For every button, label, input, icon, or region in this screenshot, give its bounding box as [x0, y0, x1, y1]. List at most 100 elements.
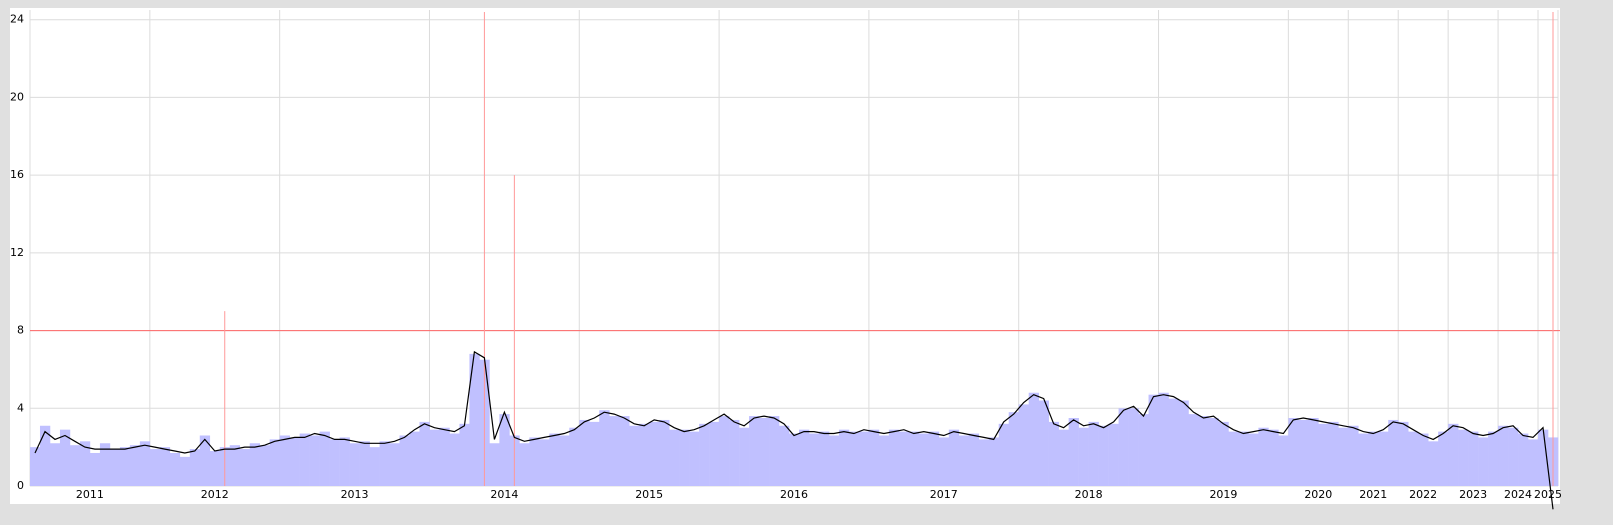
bar	[1098, 425, 1109, 486]
bar	[499, 414, 510, 486]
bar	[689, 431, 700, 486]
moving-average-line	[34, 350, 1554, 510]
bar	[189, 449, 201, 486]
bar	[329, 439, 340, 486]
bar	[1468, 431, 1479, 486]
bar	[928, 431, 940, 486]
bar	[1078, 427, 1089, 486]
bar	[1018, 404, 1029, 486]
bar	[89, 452, 101, 486]
bar	[1458, 429, 1469, 486]
bar	[988, 437, 1000, 486]
bar	[818, 431, 830, 486]
bar	[209, 451, 221, 486]
bar	[619, 416, 630, 486]
bar	[609, 416, 620, 486]
bar	[299, 433, 310, 486]
x-tick-label: 2019	[1209, 488, 1237, 501]
bar	[529, 437, 540, 486]
bar	[1108, 423, 1119, 486]
bar	[1488, 431, 1499, 486]
x-tick-label: 2014	[490, 488, 518, 501]
bar	[838, 429, 850, 486]
bar	[968, 433, 980, 486]
bar	[1058, 429, 1069, 486]
bar	[1358, 433, 1369, 486]
bar	[159, 447, 171, 486]
bar	[759, 418, 770, 486]
bar	[729, 419, 740, 486]
bar	[139, 441, 151, 486]
bar	[30, 447, 41, 486]
bar	[789, 433, 800, 486]
bar	[1538, 429, 1549, 486]
x-tick-label: 2022	[1409, 488, 1437, 501]
bar	[639, 423, 650, 486]
y-tick-label: 12	[10, 246, 24, 259]
y-tick-label: 24	[10, 13, 24, 26]
bar	[1068, 418, 1079, 486]
bar	[888, 429, 900, 486]
bar	[749, 416, 760, 486]
bar	[798, 429, 810, 486]
x-tick-label: 2023	[1459, 488, 1487, 501]
bar	[1278, 435, 1289, 486]
bar	[109, 449, 121, 486]
bar	[559, 435, 570, 486]
bar	[129, 445, 141, 486]
bar	[1248, 433, 1259, 486]
bar	[49, 443, 61, 486]
bar	[1518, 433, 1529, 486]
bar	[629, 425, 640, 486]
bar	[938, 437, 950, 486]
bar	[489, 443, 500, 486]
x-tick-label: 2021	[1359, 488, 1387, 501]
bar	[828, 435, 840, 486]
bar	[699, 423, 710, 486]
y-tick-label: 16	[10, 168, 24, 181]
bar	[669, 429, 680, 486]
bar	[1038, 400, 1049, 486]
bar	[359, 441, 370, 486]
bar	[769, 416, 780, 486]
bar	[419, 421, 430, 486]
bar	[1308, 418, 1319, 486]
bar	[1128, 408, 1139, 486]
bar	[599, 410, 610, 486]
bar	[259, 445, 270, 486]
bar	[289, 437, 300, 486]
bar	[1418, 433, 1429, 486]
bar	[199, 435, 211, 486]
bar	[918, 433, 930, 486]
bar	[1258, 427, 1269, 486]
bar	[439, 427, 450, 486]
bar	[1118, 408, 1129, 486]
bar	[1438, 431, 1449, 486]
bar	[878, 435, 890, 486]
bar	[119, 447, 131, 486]
bar	[908, 431, 920, 486]
bar	[579, 419, 590, 486]
y-tick-label: 8	[17, 324, 24, 337]
x-tick-label: 2016	[780, 488, 808, 501]
bar	[239, 449, 251, 486]
bar	[1008, 412, 1020, 486]
x-tick-label: 2012	[201, 488, 229, 501]
bar	[1138, 414, 1149, 486]
bar	[659, 419, 670, 486]
bar	[858, 431, 870, 486]
bar	[1348, 425, 1359, 486]
bar	[1218, 421, 1229, 486]
x-tick-label: 2024	[1504, 488, 1532, 501]
bar	[1188, 414, 1199, 486]
bar	[958, 435, 970, 486]
bar	[1378, 431, 1389, 486]
bar	[1528, 439, 1539, 486]
bar	[848, 431, 860, 486]
bar	[1398, 421, 1409, 486]
bar	[1428, 441, 1439, 486]
bar	[589, 421, 600, 486]
bar	[149, 449, 161, 486]
bar	[1368, 431, 1379, 486]
